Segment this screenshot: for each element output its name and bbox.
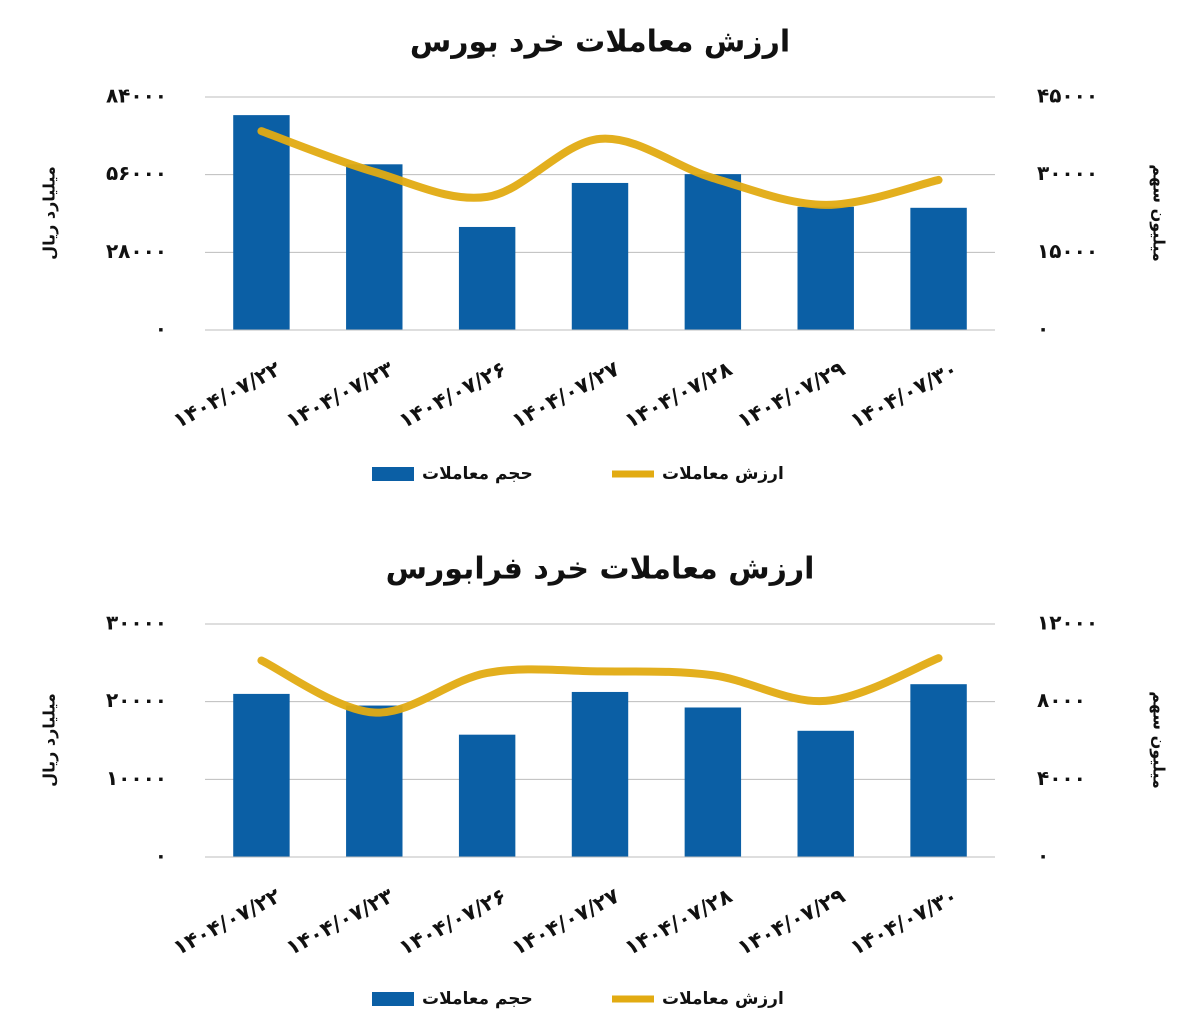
- x-tick-label: ۱۴۰۴/۰۷/۲۸: [621, 883, 737, 960]
- chart-title: ارزش معاملات خرد بورس: [410, 25, 790, 60]
- y2-axis-label: میلیون سهم: [1150, 164, 1169, 262]
- legend-label: ارزش معاملات: [662, 989, 784, 1009]
- y-tick-label: ۲۸۰۰۰: [106, 239, 167, 263]
- y-tick-label: ۰: [155, 844, 167, 868]
- line: [257, 127, 943, 209]
- x-tick-label: ۱۴۰۴/۰۷/۲۶: [395, 884, 510, 961]
- bar: [910, 684, 967, 857]
- y-tick-label: ۲۰۰۰۰: [106, 688, 167, 712]
- bar: [346, 164, 403, 330]
- y-tick-label: ۵۶۰۰۰: [106, 161, 167, 185]
- bar: [571, 691, 629, 857]
- bar: [458, 226, 516, 330]
- y-axis-label: میلیارد ریال: [40, 693, 59, 787]
- x-tick-label: ۱۴۰۴/۰۷/۲۸: [621, 356, 737, 433]
- x-tick-label: ۱۴۰۴/۰۷/۲۲: [169, 883, 285, 960]
- bar: [458, 734, 516, 857]
- y2-tick-label: ۱۵۰۰۰: [1037, 239, 1098, 263]
- y2-tick-label: ۱۲۰۰۰: [1037, 611, 1098, 635]
- y2-tick-label: ۰: [1037, 317, 1049, 341]
- bar: [797, 730, 854, 857]
- bar: [797, 206, 854, 330]
- legend-label: ارزش معاملات: [662, 464, 784, 484]
- line: [257, 654, 943, 717]
- x-tick-label: ۱۴۰۴/۰۷/۲۷: [508, 356, 624, 433]
- y-axis-label: میلیارد ریال: [40, 166, 59, 260]
- bar: [684, 174, 742, 330]
- bar: [910, 207, 967, 330]
- bar: [346, 705, 403, 857]
- y2-tick-label: ۳۰۰۰۰: [1037, 161, 1098, 185]
- x-tick-label: ۱۴۰۴/۰۷/۲۳: [282, 883, 398, 960]
- legend-label: حجم معاملات: [422, 989, 533, 1009]
- chart-title: ارزش معاملات خرد فرابورس: [386, 552, 815, 587]
- x-tick-label: ۱۴۰۴/۰۷/۳۰: [846, 357, 961, 434]
- y2-axis-label: میلیون سهم: [1150, 691, 1169, 789]
- y2-tick-label: ۴۰۰۰: [1037, 766, 1086, 790]
- bar: [571, 182, 629, 330]
- x-tick-label: ۱۴۰۴/۰۷/۲۳: [282, 356, 398, 433]
- y-tick-label: ۰: [155, 317, 167, 341]
- x-tick-label: ۱۴۰۴/۰۷/۲۶: [395, 357, 510, 434]
- x-tick-label: ۱۴۰۴/۰۷/۲۹: [734, 356, 850, 433]
- x-tick-label: ۱۴۰۴/۰۷/۳۰: [846, 884, 961, 961]
- bar: [684, 707, 742, 857]
- y2-tick-label: ۴۵۰۰۰: [1037, 84, 1098, 108]
- legend-swatch: [372, 467, 414, 481]
- x-tick-label: ۱۴۰۴/۰۷/۲۷: [508, 883, 624, 960]
- chart: ارزش معاملات خرد فرابورس ۰ ۱۰۰۰۰ ۲۰۰۰۰ ۳۰۰۰۰…: [40, 552, 1169, 1010]
- x-tick-label: ۱۴۰۴/۰۷/۲۹: [734, 883, 850, 960]
- y-tick-label: ۸۴۰۰۰: [106, 84, 167, 108]
- x-tick-label: ۱۴۰۴/۰۷/۲۲: [169, 356, 285, 433]
- y-tick-label: ۱۰۰۰۰: [106, 766, 167, 790]
- y2-tick-label: ۸۰۰۰: [1037, 688, 1086, 712]
- chart: ارزش معاملات خرد بورس ۰ ۲۸۰۰۰ ۵۶۰۰۰ ۸۴۰۰۰ ۰ ۱۵…: [40, 25, 1169, 485]
- legend-label: حجم معاملات: [422, 464, 533, 484]
- bar: [233, 693, 290, 857]
- y2-tick-label: ۰: [1037, 844, 1049, 868]
- legend-swatch: [372, 992, 414, 1006]
- bar: [233, 115, 290, 330]
- y-tick-label: ۳۰۰۰۰: [106, 611, 167, 635]
